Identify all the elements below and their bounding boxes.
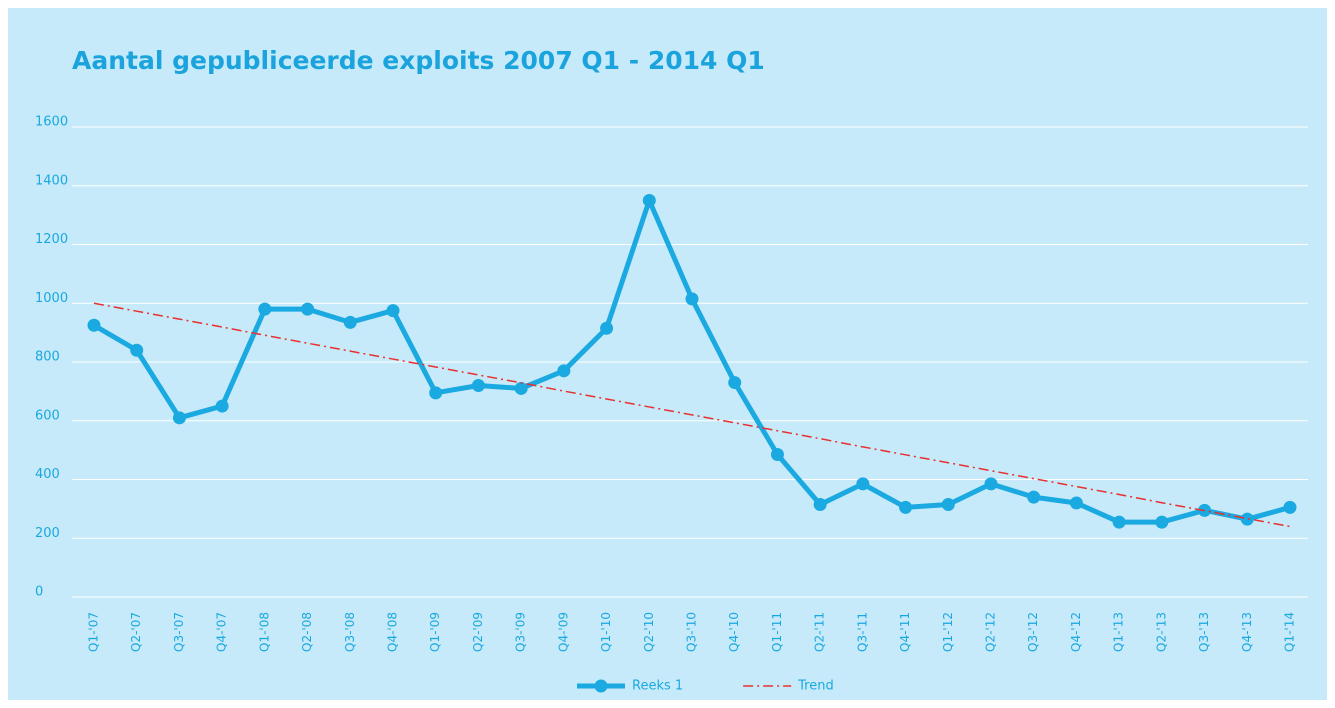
data-point (856, 477, 870, 491)
x-tick-label: Q1-'13 (1112, 612, 1126, 652)
x-tick-label: Q4-'09 (556, 612, 570, 652)
x-tick-label: Q2-'10 (642, 612, 656, 652)
y-tick-label: 1400 (35, 173, 68, 188)
data-point (172, 411, 186, 425)
y-tick-label: 200 (35, 526, 60, 541)
data-point (258, 302, 272, 316)
x-tick-label: Q1-'12 (941, 612, 955, 652)
data-point (813, 497, 827, 511)
data-point (1283, 500, 1297, 514)
x-tick-label: Q3-'10 (685, 612, 699, 652)
data-point (1240, 512, 1254, 526)
x-tick-label: Q4-'13 (1240, 612, 1254, 652)
data-point (514, 381, 528, 395)
x-tick-label: Q1-'09 (428, 612, 442, 652)
x-tick-label: Q4-'12 (1069, 612, 1083, 652)
data-point (984, 477, 998, 491)
data-point (471, 379, 485, 392)
x-tick-label: Q3-'08 (343, 612, 357, 652)
x-tick-label: Q2-'11 (813, 612, 827, 652)
x-tick-label: Q2-'08 (300, 612, 314, 652)
data-point (728, 376, 742, 390)
data-point (1112, 515, 1126, 529)
x-tick-label: Q2-'07 (129, 612, 143, 652)
data-point (1069, 496, 1083, 510)
data-point (557, 364, 571, 378)
x-tick-label: Q1-'14 (1283, 612, 1297, 652)
data-point (215, 399, 229, 413)
x-tick-label: Q4-'10 (727, 612, 741, 652)
x-tick-label: Q4-'11 (898, 612, 912, 652)
x-tick-label: Q1-'11 (770, 612, 784, 652)
data-point (343, 315, 357, 329)
data-point (1155, 515, 1169, 529)
legend-label: Reeks 1 (632, 679, 683, 694)
data-point (600, 321, 614, 335)
x-tick-label: Q3-'13 (1197, 612, 1211, 652)
data-point (130, 343, 144, 357)
x-tick-label: Q4-'08 (386, 612, 400, 652)
y-tick-label: 400 (35, 467, 60, 482)
x-tick-label: Q1-'07 (87, 612, 101, 652)
y-tick-label: 1600 (35, 115, 68, 130)
x-tick-label: Q4-'07 (215, 612, 229, 652)
legend-label: Trend (797, 679, 834, 694)
data-point (642, 193, 656, 207)
chart-background (8, 8, 1327, 700)
data-point (685, 292, 699, 306)
data-point (429, 386, 443, 400)
data-point (941, 497, 955, 511)
x-tick-label: Q3-'09 (514, 612, 528, 652)
x-tick-label: Q1-'08 (257, 612, 271, 652)
chart-title: Aantal gepubliceerde exploits 2007 Q1 - … (72, 46, 765, 75)
y-tick-label: 600 (35, 408, 60, 423)
y-tick-label: 0 (35, 585, 43, 600)
y-tick-label: 800 (35, 350, 60, 365)
x-tick-label: Q3-'12 (1026, 612, 1040, 652)
x-tick-label: Q1-'10 (599, 612, 613, 652)
y-tick-label: 1200 (35, 232, 68, 247)
data-point (770, 448, 784, 462)
y-tick-label: 1000 (35, 291, 68, 306)
data-point (899, 500, 913, 514)
x-tick-label: Q2-'13 (1154, 612, 1168, 652)
legend-marker (594, 679, 608, 693)
series-line (93, 302, 1291, 528)
x-tick-label: Q3-'07 (172, 612, 186, 652)
x-tick-label: Q2-'12 (984, 612, 998, 652)
data-point (301, 302, 315, 316)
x-tick-label: Q2-'09 (471, 612, 485, 652)
data-point (386, 304, 400, 318)
x-tick-label: Q3-'11 (855, 612, 869, 652)
data-point (1027, 490, 1041, 504)
data-point (87, 318, 101, 332)
